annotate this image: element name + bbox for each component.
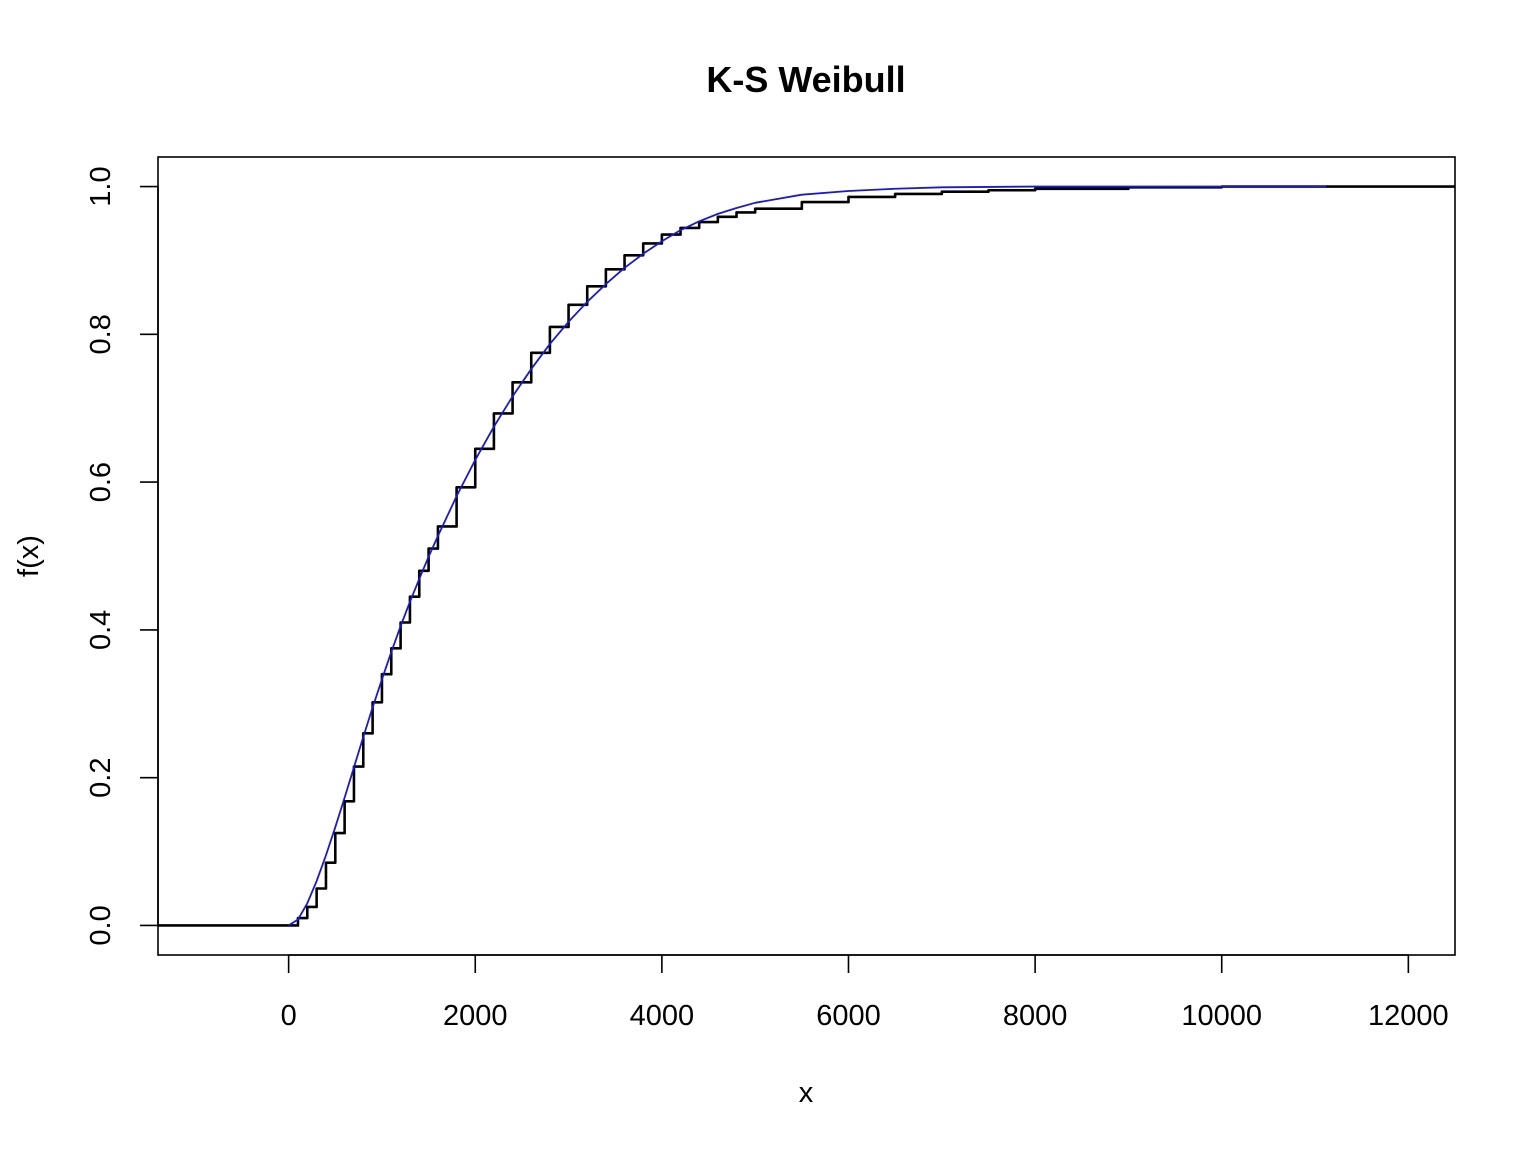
series-line-1 xyxy=(288,185,1327,927)
x-axis-label: x xyxy=(799,1077,814,1109)
x-tick-label: 8000 xyxy=(1003,1000,1068,1032)
x-tick-label: 0 xyxy=(281,1000,297,1032)
series-layer xyxy=(158,185,1455,927)
series-line-0 xyxy=(158,185,1455,927)
x-axis: 0 2000 4000 6000 8000 10000 12000 xyxy=(281,954,1449,1032)
chart-title: K-S Weibull xyxy=(706,59,905,100)
x-tick-label: 12000 xyxy=(1368,1000,1449,1032)
x-tick-label: 10000 xyxy=(1181,1000,1262,1032)
y-tick-label: 0.6 xyxy=(85,462,117,502)
x-tick-label: 4000 xyxy=(630,1000,695,1032)
y-tick-label: 0.4 xyxy=(85,610,117,650)
y-axis: 0.0 0.2 0.4 0.6 0.8 1.0 xyxy=(85,166,159,946)
y-tick-label: 0.2 xyxy=(85,758,117,798)
y-tick-label: 1.0 xyxy=(85,166,117,206)
x-tick-label: 2000 xyxy=(443,1000,508,1032)
plot-frame xyxy=(157,156,1456,956)
y-tick-label: 0.8 xyxy=(85,314,117,354)
y-tick-label: 0.0 xyxy=(85,905,117,945)
x-tick-label: 6000 xyxy=(816,1000,881,1032)
y-axis-label: f(x) xyxy=(13,535,45,577)
